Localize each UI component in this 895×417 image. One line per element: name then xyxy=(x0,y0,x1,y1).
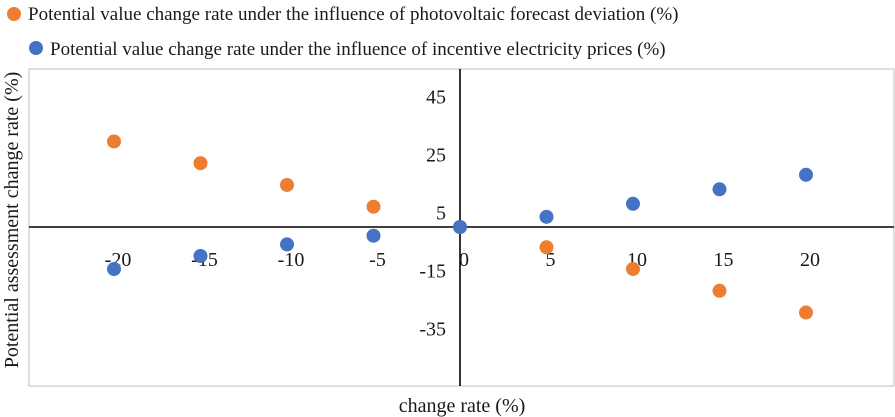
y-tick-labels: 45 25 5 -15 -35 xyxy=(419,87,446,341)
x-tick-label: 5 xyxy=(546,249,556,271)
photovoltaic-point xyxy=(366,199,381,214)
photovoltaic-point xyxy=(539,240,554,255)
data-points xyxy=(107,134,813,320)
incentive-point xyxy=(366,228,381,243)
incentive-point xyxy=(193,249,208,263)
x-tick-label: 0 xyxy=(459,249,469,271)
photovoltaic-point xyxy=(193,156,208,171)
incentive-point xyxy=(280,237,294,252)
incentive-point xyxy=(107,262,121,277)
photovoltaic-point xyxy=(280,177,294,192)
x-tick-label: 20 xyxy=(800,249,820,271)
incentive-point xyxy=(539,209,554,224)
y-tick-label: -15 xyxy=(419,261,446,283)
y-axis-title: Potential assessment change rate (%) xyxy=(1,72,23,369)
x-axis-title: change rate (%) xyxy=(399,395,526,417)
x-tick-label: 15 xyxy=(714,249,734,271)
legend-item-incentive: Potential value change rate under the in… xyxy=(29,39,666,60)
x-tick-label: -10 xyxy=(278,249,305,271)
y-tick-label: 45 xyxy=(426,87,446,109)
photovoltaic-point xyxy=(626,262,640,277)
y-tick-label: 25 xyxy=(426,145,446,167)
legend-marker-photovoltaic xyxy=(7,7,21,21)
photovoltaic-point xyxy=(799,305,813,320)
incentive-point xyxy=(453,220,467,234)
x-tick-label: -5 xyxy=(369,249,386,271)
legend-marker-incentive xyxy=(29,41,43,55)
legend-label-incentive: Potential value change rate under the in… xyxy=(50,39,666,60)
legend-label-photovoltaic: Potential value change rate under the in… xyxy=(28,4,679,25)
incentive-point xyxy=(799,167,813,182)
y-tick-label: -35 xyxy=(419,319,446,341)
legend-item-photovoltaic: Potential value change rate under the in… xyxy=(7,4,679,25)
photovoltaic-point xyxy=(107,134,121,149)
legend: Potential value change rate under the in… xyxy=(7,4,679,60)
photovoltaic-point xyxy=(712,283,727,298)
incentive-point xyxy=(626,196,640,211)
incentive-point xyxy=(712,182,727,197)
y-tick-label: 5 xyxy=(436,203,446,225)
